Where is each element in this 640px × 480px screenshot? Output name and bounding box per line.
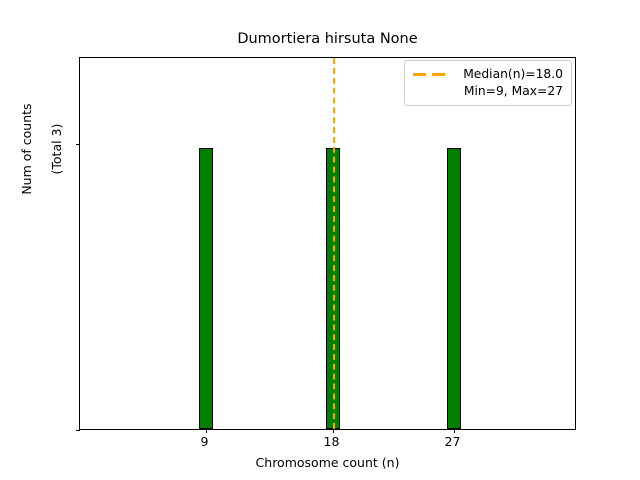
xtick-mark-27 [453, 429, 455, 433]
y-axis-label: Num of counts (Total 3) [4, 0, 79, 407]
ytick-mark-1 [76, 144, 80, 145]
median-line [332, 58, 335, 429]
legend-entry-text: Median(n)=18.0 Min=9, Max=27 [457, 66, 563, 99]
plot-area: 0 1 [76, 57, 576, 433]
bar-27 [446, 147, 461, 429]
x-axis-label: Chromosome count (n) [255, 455, 400, 470]
xtick-label-27: 27 [444, 434, 461, 449]
legend-label-minmax: Min=9, Max=27 [463, 83, 563, 98]
xtick-mark-9 [205, 429, 207, 433]
legend-label-median: Median(n)=18.0 [463, 67, 563, 81]
plot-inner [80, 58, 575, 429]
bar-9 [198, 147, 213, 429]
xtick-mark-18 [332, 429, 334, 433]
chart-title: Dumortiera hirsuta None [237, 31, 418, 47]
legend-dashed-line-icon [413, 66, 449, 83]
legend: Median(n)=18.0 Min=9, Max=27 [404, 60, 572, 106]
ytick-mark-0 [76, 430, 80, 431]
y-axis-label-line1: Num of counts [19, 103, 34, 195]
xtick-label-18: 18 [323, 434, 340, 449]
y-axis-label-line2: (Total 3) [49, 123, 64, 175]
xtick-label-9: 9 [200, 434, 209, 449]
